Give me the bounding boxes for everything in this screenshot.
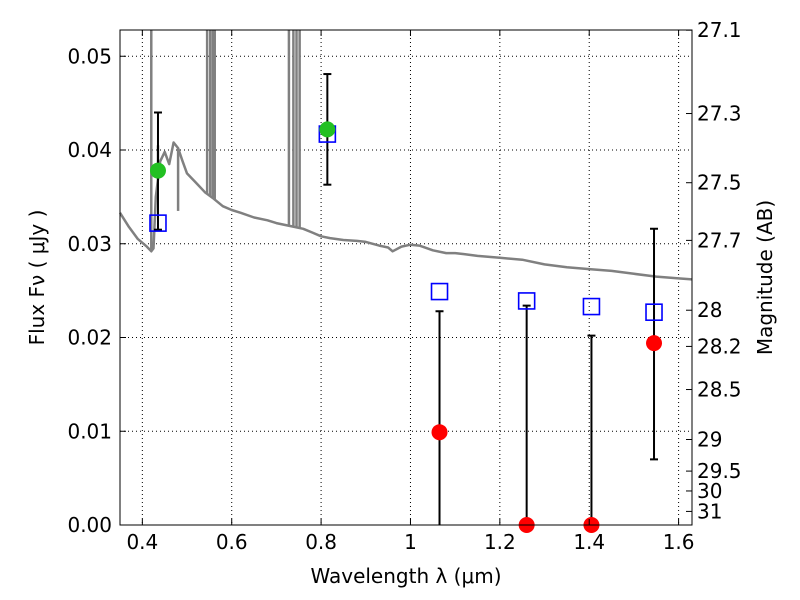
upper-limit-flux-point bbox=[646, 335, 663, 352]
y2-axis-label: Magnitude (AB) bbox=[753, 200, 777, 355]
magnitude-tick-label: 29.5 bbox=[697, 459, 742, 483]
magnitude-tick-label: 28.2 bbox=[697, 334, 742, 358]
magnitude-tick-label: 27.1 bbox=[697, 18, 742, 42]
magnitude-tick-label: 27.3 bbox=[697, 102, 742, 126]
y-tick-label: 0.00 bbox=[67, 513, 112, 537]
template-spectrum bbox=[118, 30, 693, 281]
model-photometry-square bbox=[645, 303, 663, 321]
y-tick-label: 0.01 bbox=[67, 419, 112, 443]
magnitude-tick-label: 30 bbox=[697, 479, 722, 503]
magnitude-tick-label: 28 bbox=[697, 298, 722, 322]
x-tick-label: 0.4 bbox=[126, 530, 158, 554]
y-tick-label: 0.03 bbox=[67, 232, 112, 256]
magnitude-tick-label: 31 bbox=[697, 499, 722, 523]
x-tick-label: 1.2 bbox=[484, 530, 516, 554]
magnitude-tick-label: 27.7 bbox=[697, 228, 742, 252]
magnitude-tick-label: 28.5 bbox=[697, 378, 742, 402]
grid-lines bbox=[120, 30, 692, 526]
model-photometry-square bbox=[582, 297, 601, 316]
y-tick-label: 0.02 bbox=[67, 326, 112, 350]
upper-limit-flux-point bbox=[431, 424, 448, 441]
x-tick-label: 1.6 bbox=[663, 530, 695, 554]
error-bars bbox=[153, 73, 659, 525]
plot-frame bbox=[119, 29, 693, 526]
model-photometry-square bbox=[430, 282, 449, 301]
x-tick-label: 1 bbox=[404, 530, 417, 554]
magnitude-tick-label: 29 bbox=[697, 428, 722, 452]
x-tick-label: 0.6 bbox=[216, 530, 248, 554]
y-tick-label: 0.05 bbox=[67, 44, 112, 68]
y-axis-label: Flux Fν ( μJy ) bbox=[25, 210, 49, 346]
model-photometry-square bbox=[517, 292, 536, 310]
data-points bbox=[149, 121, 663, 533]
magnitude-tick-label: 27.5 bbox=[697, 171, 742, 195]
detected-flux-point bbox=[319, 121, 336, 138]
model-photometry-square bbox=[149, 214, 167, 232]
x-tick-label: 1.4 bbox=[573, 530, 605, 554]
x-tick-label: 0.8 bbox=[305, 530, 337, 554]
x-axis-label: Wavelength λ (μm) bbox=[310, 564, 501, 588]
axis-ticks: 0.4 0.6 0.8 1 1.2 1.4 1.6 0.00 0.01 0.02 0.03 0.04 0… bbox=[67, 18, 741, 554]
spectrum-line bbox=[118, 141, 693, 281]
y-tick-label: 0.04 bbox=[67, 138, 112, 162]
detected-flux-point bbox=[149, 162, 166, 179]
